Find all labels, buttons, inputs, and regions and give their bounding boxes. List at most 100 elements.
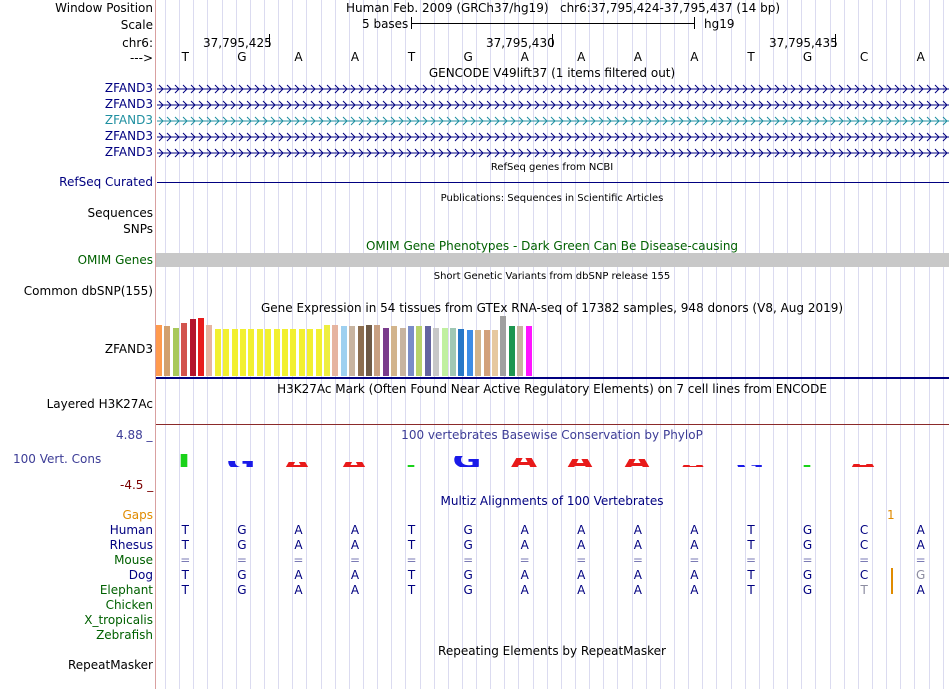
gtex-tissue-bar[interactable] <box>349 326 356 376</box>
gtex-tissue-bar[interactable] <box>525 326 532 376</box>
cons-logo-letter[interactable]: A <box>658 465 728 467</box>
gencode-gene-label[interactable]: ZFAND3 <box>104 97 153 111</box>
cons-logo-letter[interactable]: G <box>206 461 276 467</box>
gtex-tissue-bar[interactable] <box>223 328 230 376</box>
gencode-gene-label[interactable]: ZFAND3 <box>104 113 153 127</box>
gtex-title[interactable]: Gene Expression in 54 tissues from GTEx … <box>260 301 844 315</box>
gtex-tissue-bar[interactable] <box>441 327 448 376</box>
publications-title[interactable]: Publications: Sequences in Scientific Ar… <box>440 193 664 204</box>
omim-label[interactable]: OMIM Genes <box>77 253 153 267</box>
gencode-gene-label[interactable]: ZFAND3 <box>104 129 153 143</box>
gtex-tissue-bar[interactable] <box>164 326 171 376</box>
gap-count[interactable]: 1 <box>887 508 895 522</box>
gtex-tissue-bar[interactable] <box>206 325 213 376</box>
dbsnp-title[interactable]: Short Genetic Variants from dbSNP releas… <box>433 271 671 282</box>
snps-label[interactable]: SNPs <box>123 222 153 236</box>
cons-logo-letter[interactable]: A <box>828 464 898 467</box>
gtex-tissue-bar[interactable] <box>416 326 423 376</box>
gencode-gene-label[interactable]: ZFAND3 <box>104 145 153 159</box>
omim-bar[interactable] <box>156 253 949 267</box>
cons-logo-letter[interactable]: G <box>715 465 785 467</box>
gtex-gene-line[interactable] <box>156 377 949 379</box>
h3k27ac-label[interactable]: Layered H3K27Ac <box>46 397 153 411</box>
species-label[interactable]: Elephant <box>99 583 153 597</box>
gtex-tissue-bar[interactable] <box>408 326 414 376</box>
h3k27ac-title[interactable]: H3K27Ac Mark (Often Found Near Active Re… <box>277 382 827 396</box>
gtex-tissue-bar[interactable] <box>450 327 456 376</box>
dbsnp-label[interactable]: Common dbSNP(155) <box>23 284 153 298</box>
gtex-tissue-bar[interactable] <box>265 328 272 376</box>
refseq-title[interactable]: RefSeq genes from NCBI <box>490 162 614 173</box>
gtex-tissue-bar[interactable] <box>357 326 364 376</box>
gtex-tissue-bar[interactable] <box>366 325 372 376</box>
cons-logo-letter[interactable]: T <box>771 465 841 467</box>
gtex-tissue-bar[interactable] <box>315 328 322 376</box>
gtex-tissue-bar[interactable] <box>517 326 524 376</box>
gtex-tissue-bar[interactable] <box>256 328 263 376</box>
gaps-label[interactable]: Gaps <box>122 508 153 522</box>
gtex-tissue-bar[interactable] <box>433 327 440 376</box>
gencode-transcript[interactable] <box>157 82 949 96</box>
gtex-tissue-bar[interactable] <box>340 326 347 376</box>
species-label[interactable]: Dog <box>128 568 153 582</box>
cons-logo-letter[interactable]: A <box>489 458 559 467</box>
cons-logo-letter[interactable]: G <box>432 456 502 467</box>
gtex-tissue-bar[interactable] <box>324 325 330 376</box>
species-label[interactable]: Mouse <box>114 553 153 567</box>
gtex-bar-chart[interactable] <box>156 314 556 376</box>
gtex-tissue-bar[interactable] <box>198 318 204 376</box>
species-label[interactable]: Zebrafish <box>96 628 153 642</box>
gtex-tissue-bar[interactable] <box>189 318 196 376</box>
gtex-tissue-bar[interactable] <box>458 328 465 376</box>
gtex-tissue-bar[interactable] <box>240 328 246 376</box>
gtex-tissue-bar[interactable] <box>424 326 431 376</box>
gtex-tissue-bar[interactable] <box>332 325 339 376</box>
omim-title[interactable]: OMIM Gene Phenotypes - Dark Green Can Be… <box>365 239 739 253</box>
gtex-tissue-bar[interactable] <box>492 330 498 376</box>
refseq-label[interactable]: RefSeq Curated <box>59 175 153 189</box>
cons-title[interactable]: 100 vertebrates Basewise Conservation by… <box>401 428 703 442</box>
gencode-gene-label[interactable]: ZFAND3 <box>104 81 153 95</box>
gtex-tissue-bar[interactable] <box>374 325 381 376</box>
gtex-tissue-bar[interactable] <box>231 328 238 376</box>
gtex-tissue-bar[interactable] <box>475 330 482 376</box>
cons-logo-track[interactable]: TGAATGAAAAGTA <box>156 445 949 475</box>
species-label[interactable]: Chicken <box>105 598 153 612</box>
gtex-tissue-bar[interactable] <box>290 328 297 376</box>
gtex-tissue-bar[interactable] <box>181 322 188 376</box>
gtex-tissue-bar[interactable] <box>500 316 507 376</box>
gtex-tissue-bar[interactable] <box>214 328 221 376</box>
cons-label[interactable]: 100 Vert. Cons <box>13 452 102 466</box>
gtex-tissue-bar[interactable] <box>298 328 305 376</box>
gtex-tissue-bar[interactable] <box>382 327 389 376</box>
gtex-tissue-bar[interactable] <box>273 328 280 376</box>
gtex-tissue-bar[interactable] <box>172 327 179 376</box>
gtex-tissue-bar[interactable] <box>483 330 490 376</box>
gtex-tissue-bar[interactable] <box>508 326 515 376</box>
gencode-transcript[interactable] <box>157 114 949 128</box>
gtex-tissue-bar[interactable] <box>391 326 398 376</box>
cons-logo-letter[interactable]: A <box>602 459 672 467</box>
gencode-title[interactable]: GENCODE V49lift37 (1 items filtered out) <box>428 66 676 80</box>
gtex-tissue-bar[interactable] <box>248 328 255 376</box>
gencode-transcript[interactable] <box>157 146 949 160</box>
cons-logo-letter[interactable]: T <box>375 465 445 467</box>
multiz-title[interactable]: Multiz Alignments of 100 Vertebrates <box>440 494 664 508</box>
cons-logo-letter[interactable]: T <box>172 453 197 467</box>
species-label[interactable]: Rhesus <box>109 538 153 552</box>
gtex-tissue-bar[interactable] <box>466 330 473 376</box>
cons-logo-letter[interactable]: A <box>319 462 389 467</box>
species-label[interactable]: Human <box>109 523 153 537</box>
gtex-tissue-bar[interactable] <box>399 327 406 376</box>
gtex-tissue-bar[interactable] <box>307 328 314 376</box>
cons-logo-letter[interactable]: A <box>545 459 615 467</box>
gtex-tissue-bar[interactable] <box>282 328 288 376</box>
gtex-tissue-bar[interactable] <box>156 325 162 376</box>
cons-logo-letter[interactable]: A <box>262 462 332 467</box>
repeatmasker-title[interactable]: Repeating Elements by RepeatMasker <box>438 644 666 658</box>
species-label[interactable]: X_tropicalis <box>84 613 153 627</box>
sequences-label[interactable]: Sequences <box>87 206 153 220</box>
gencode-transcript[interactable] <box>157 98 949 112</box>
h3k27ac-line[interactable] <box>156 424 949 425</box>
gtex-label[interactable]: ZFAND3 <box>104 342 153 356</box>
